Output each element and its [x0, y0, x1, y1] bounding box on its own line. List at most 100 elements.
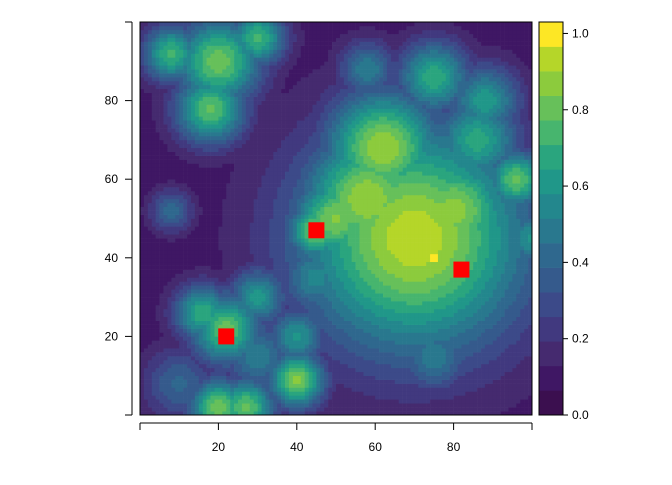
heatmap-cell: [363, 230, 368, 235]
heatmap-cell: [469, 297, 474, 302]
heatmap-cell: [292, 387, 298, 392]
heatmap-cell: [265, 332, 270, 337]
heatmap-cell: [481, 379, 486, 384]
heatmap-cell: [512, 356, 517, 361]
heatmap-cell: [383, 281, 388, 286]
heatmap-cell: [214, 297, 219, 302]
heatmap-cell: [477, 246, 482, 251]
heatmap-cell: [159, 289, 164, 294]
heatmap-cell: [504, 289, 509, 294]
heatmap-cell: [363, 367, 368, 373]
heatmap-cell: [257, 289, 262, 294]
heatmap-cell: [183, 383, 188, 388]
heatmap-cell: [449, 289, 454, 294]
heatmap-cell: [524, 261, 529, 266]
heatmap-cell: [426, 375, 431, 380]
heatmap-cell: [230, 265, 235, 270]
heatmap-cell: [347, 344, 352, 349]
heatmap-cell: [414, 261, 419, 266]
heatmap-cell: [371, 246, 376, 251]
heatmap-cell: [277, 336, 282, 341]
heatmap-cell: [324, 367, 329, 373]
heatmap-cell: [398, 363, 403, 369]
heatmap-cell: [194, 281, 200, 286]
heatmap-cell: [198, 261, 204, 266]
heatmap-cell: [300, 238, 305, 243]
heatmap-cell: [194, 285, 200, 290]
heatmap-cell: [383, 379, 388, 384]
heatmap-cell: [194, 265, 200, 270]
heatmap-cell: [328, 281, 333, 286]
heatmap-cell: [273, 301, 278, 306]
heatmap-cell: [359, 332, 364, 337]
heatmap-cell: [159, 242, 164, 247]
heatmap-cell: [316, 269, 321, 274]
heatmap-cell: [508, 230, 513, 235]
heatmap-cell: [222, 312, 227, 318]
heatmap-cell: [245, 226, 251, 231]
heatmap-cell: [379, 383, 384, 388]
heatmap-cell: [241, 348, 247, 353]
heatmap-cell: [179, 312, 184, 318]
heatmap-cell: [234, 257, 239, 263]
heatmap-cell: [183, 289, 188, 294]
heatmap-cell: [383, 226, 388, 231]
heatmap-cell: [167, 367, 172, 373]
heatmap-cell: [249, 226, 254, 231]
heatmap-cell: [379, 230, 384, 235]
heatmap-cell: [190, 332, 196, 337]
heatmap-cell: [218, 391, 223, 396]
heatmap-cell: [253, 352, 258, 357]
heatmap-cell: [484, 352, 490, 357]
heatmap-cell: [516, 363, 521, 369]
heatmap-cell: [230, 352, 235, 357]
heatmap-cell: [183, 395, 188, 400]
heatmap-cell: [292, 320, 298, 325]
heatmap-cell: [175, 218, 180, 223]
heatmap-cell: [171, 238, 176, 243]
heatmap-cell: [324, 324, 329, 329]
heatmap-cell: [469, 316, 474, 321]
heatmap-cell: [469, 395, 474, 400]
heatmap-cell: [339, 324, 345, 329]
heatmap-cell: [434, 340, 439, 345]
heatmap-cell: [230, 356, 235, 361]
heatmap-cell: [441, 269, 447, 274]
heatmap-cell: [167, 242, 172, 247]
heatmap-cell: [261, 277, 266, 282]
heatmap-cell: [230, 301, 235, 306]
heatmap-cell: [171, 375, 176, 380]
heatmap-cell: [175, 383, 180, 388]
heatmap-cell: [469, 359, 474, 365]
heatmap-cell: [187, 359, 192, 365]
heatmap-cell: [198, 387, 204, 392]
heatmap-cell: [441, 344, 447, 349]
heatmap-cell: [367, 316, 372, 321]
heatmap-cell: [265, 348, 270, 353]
heatmap-cell: [206, 363, 211, 369]
heatmap-cell: [402, 363, 407, 369]
heatmap-cell: [426, 356, 431, 361]
heatmap-cell: [292, 308, 298, 314]
heatmap-cell: [484, 320, 490, 325]
heatmap-cell: [245, 344, 251, 349]
heatmap-cell: [402, 340, 407, 345]
heatmap-cell: [437, 356, 443, 361]
heatmap-cell: [473, 242, 478, 247]
heatmap-cell: [171, 356, 176, 361]
heatmap-cell: [402, 308, 407, 314]
heatmap-cell: [273, 371, 278, 376]
heatmap-cell: [147, 277, 153, 282]
heatmap-cell: [265, 273, 270, 278]
heatmap-cell: [167, 336, 172, 341]
heatmap-cell: [288, 297, 294, 302]
heatmap-cell: [347, 293, 352, 298]
heatmap-cell: [222, 352, 227, 357]
heatmap-cell: [328, 399, 333, 404]
heatmap-cell: [328, 332, 333, 337]
heatmap-cell: [159, 403, 164, 408]
heatmap-cell: [430, 297, 435, 302]
heatmap-cell: [394, 281, 400, 286]
heatmap-cell: [473, 230, 478, 235]
heatmap-cell: [449, 375, 454, 380]
